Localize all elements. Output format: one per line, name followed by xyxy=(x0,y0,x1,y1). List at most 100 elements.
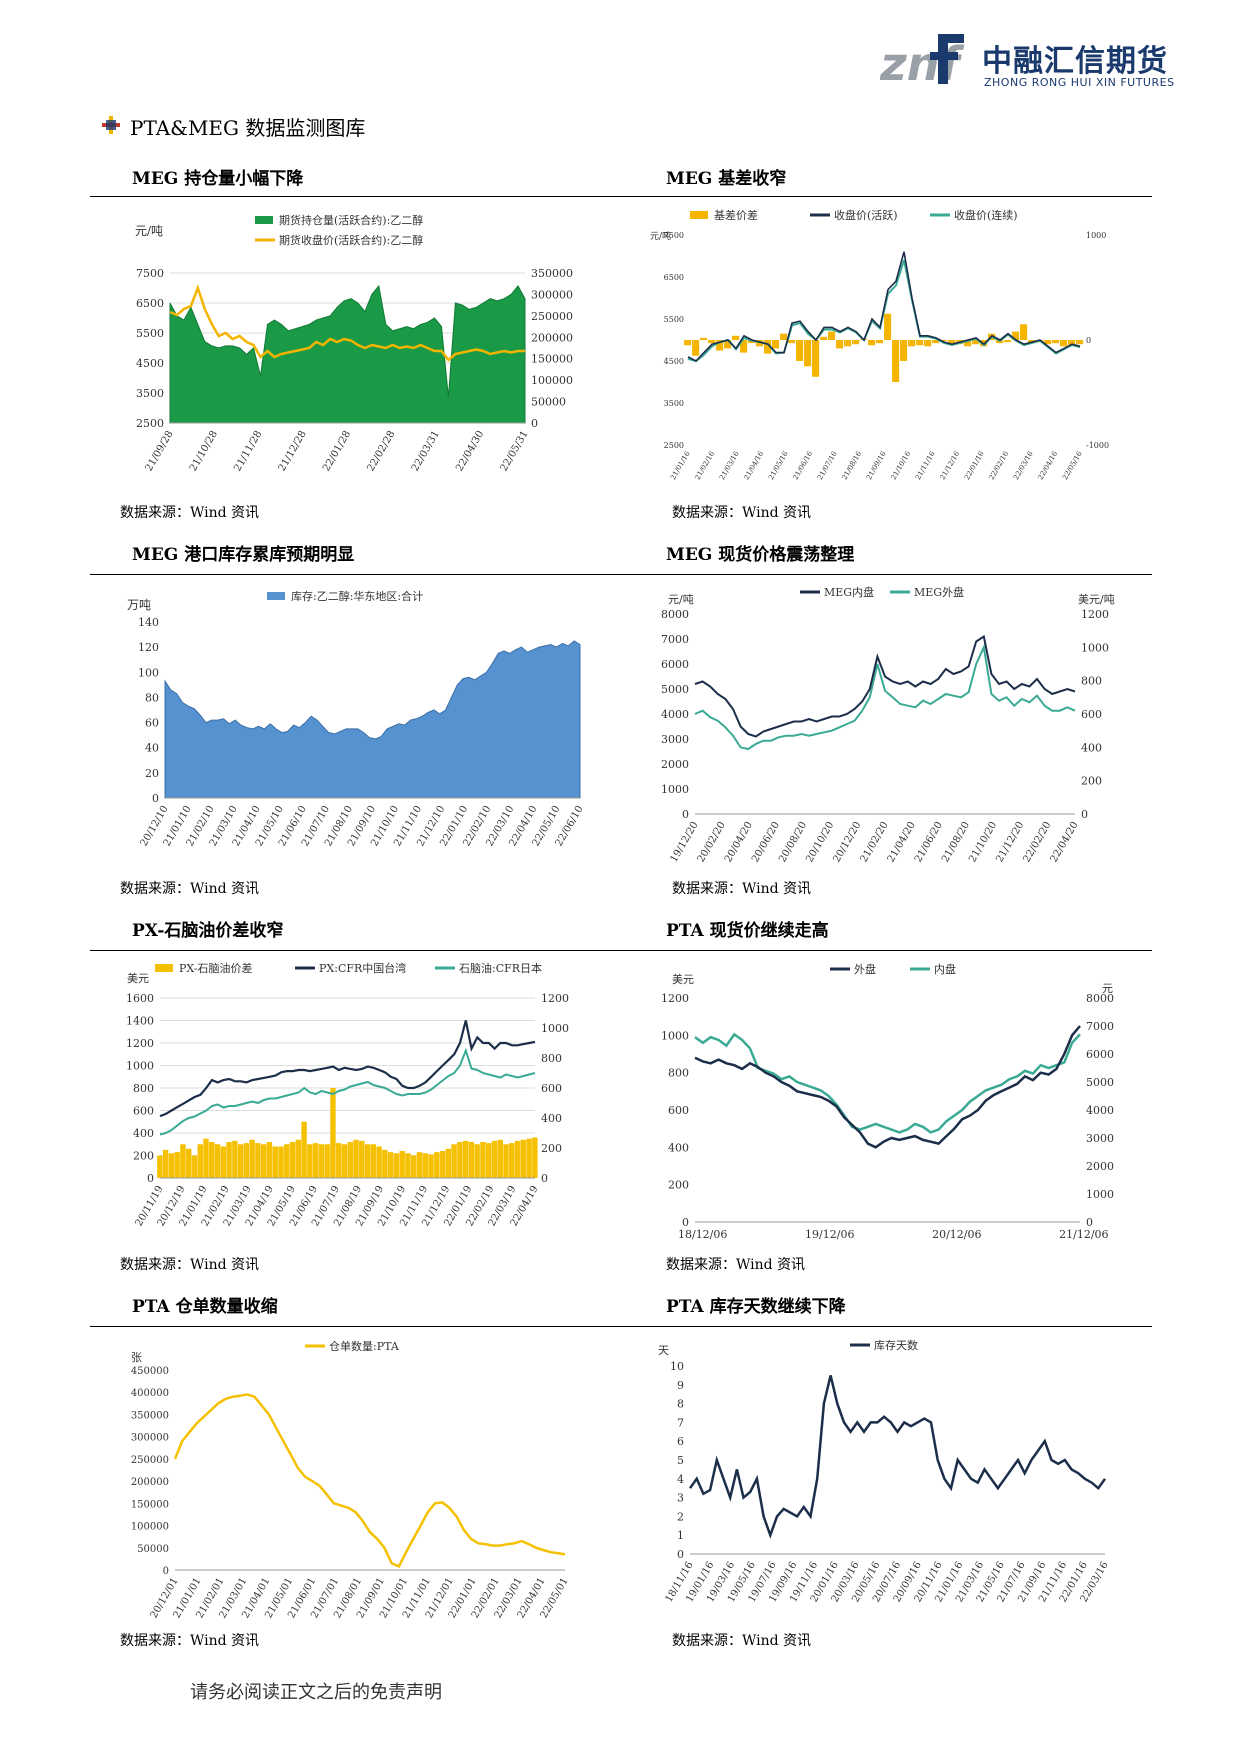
y2-tick-label: 400 xyxy=(541,1112,562,1125)
source-note: 数据来源：Wind 资讯 xyxy=(120,881,260,897)
y-axis-unit: 美元 xyxy=(672,973,694,986)
bar-basis xyxy=(764,340,772,354)
bar-basis xyxy=(1020,324,1028,340)
bar-spread xyxy=(509,1143,515,1178)
bar-spread xyxy=(462,1140,469,1178)
x-tick-label: 21/12/28 xyxy=(277,429,309,473)
bar-spread xyxy=(324,1144,330,1178)
divider xyxy=(90,196,1152,197)
bar-spread xyxy=(497,1139,503,1178)
y-tick-label: 150000 xyxy=(131,1499,169,1510)
y-tick-label: 5500 xyxy=(136,327,164,340)
bar-basis xyxy=(780,333,788,340)
bar-basis xyxy=(820,336,828,340)
x-tick-label: 21/01/16 xyxy=(669,450,692,482)
x-tick-label: 22/03/31 xyxy=(410,429,442,473)
legend-label: 收盘价(活跃) xyxy=(834,208,898,222)
bar-spread xyxy=(295,1139,302,1178)
bar-basis xyxy=(708,340,716,344)
divider xyxy=(90,574,1152,575)
bar-basis xyxy=(772,340,780,349)
y2-tick-label: 1000 xyxy=(1086,231,1106,240)
panel-title-pta-inventory-days: PTA 库存天数继续下降 xyxy=(666,1297,846,1317)
y-tick-label: 10 xyxy=(670,1360,684,1373)
y-tick-label: 2500 xyxy=(136,417,164,430)
chart-pta-spot-price: 美元元外盘 内盘 1200 1000 800 600 400 200 0 8000 7000 6000… xyxy=(650,958,1130,1248)
bar-spread xyxy=(214,1144,221,1178)
y-tick-label: 600 xyxy=(668,1104,689,1117)
bar-basis xyxy=(1060,340,1068,347)
y-tick-label: 20 xyxy=(145,767,159,780)
bar-spread xyxy=(341,1144,348,1178)
x-tick-label: 22/02/16 xyxy=(988,450,1011,482)
y-tick-label: 6500 xyxy=(136,297,164,310)
y-tick-label: 1400 xyxy=(126,1015,154,1028)
bar-spread xyxy=(278,1146,284,1178)
series-line-external xyxy=(694,643,1076,751)
bar-spread xyxy=(474,1144,480,1178)
bar-basis xyxy=(844,340,852,347)
chart-px-naphtha-spread: 美元 PX-石脑油价差 PX:CFR中国台湾 石脑油:CFR日本 1600 1400 120… xyxy=(115,958,595,1248)
legend-label: 库存天数 xyxy=(874,1338,918,1352)
source-note: 数据来源：Wind 资讯 xyxy=(666,1257,806,1273)
y-tick-label: 600 xyxy=(133,1105,154,1118)
y-tick-label: 7500 xyxy=(136,267,164,280)
y2-tick-label: 0 xyxy=(541,1172,548,1185)
y-tick-label: 200000 xyxy=(131,1477,169,1488)
series-line-close-price xyxy=(169,284,525,362)
bar-spread xyxy=(226,1142,232,1178)
bar-basis xyxy=(684,340,692,346)
y-tick-label: 1000 xyxy=(661,1029,689,1042)
footer-disclaimer: 请务必阅读正文之后的免责声明 xyxy=(190,1682,442,1703)
panel-title-meg-port-inventory: MEG 港口库存累库预期明显 xyxy=(132,545,355,565)
x-tick-label: 22/02/28 xyxy=(365,429,397,473)
legend-swatch xyxy=(690,211,708,219)
bar-basis xyxy=(868,340,876,346)
y-axis-unit: 元/吨 xyxy=(135,224,163,238)
y-tick-label: 7500 xyxy=(664,231,684,240)
y-tick-label: 120 xyxy=(138,641,159,654)
bar-basis xyxy=(884,313,892,340)
bar-spread xyxy=(232,1140,238,1178)
x-tick-label: 21/03/16 xyxy=(718,450,741,482)
legend-label: 库存:乙二醇:华东地区:合计 xyxy=(291,589,423,603)
bar-spread xyxy=(203,1138,209,1178)
x-tick-label: 21/05/16 xyxy=(767,450,790,482)
series-line-warrants xyxy=(173,1393,566,1569)
bar-spread xyxy=(520,1139,527,1178)
bar-spread xyxy=(526,1138,532,1178)
divider xyxy=(90,950,1152,951)
bar-spread xyxy=(422,1153,428,1178)
chart-pta-warrants: 张 仓单数量:PTA 450000 400000 350000 300000 250000 2… xyxy=(115,1334,595,1624)
panel-title-meg-basis: MEG 基差收窄 xyxy=(666,169,787,189)
y2-tick-label: 8000 xyxy=(1086,992,1114,1005)
source-note: 数据来源：Wind 资讯 xyxy=(120,1633,260,1649)
y-axis-unit: 美元 xyxy=(127,972,149,985)
panel-title-pta-spot-price: PTA 现货价继续走高 xyxy=(666,921,829,941)
bar-basis xyxy=(1076,340,1084,345)
section-bullet-icon xyxy=(102,116,120,134)
series-line-px xyxy=(159,1020,536,1118)
y2-tick-label: 800 xyxy=(541,1052,562,1065)
y2-tick-label: 2000 xyxy=(1086,1160,1114,1173)
x-tick-label: 21/12/06 xyxy=(1059,1228,1108,1241)
bar-spread xyxy=(249,1139,255,1178)
bar-spread xyxy=(272,1146,278,1178)
x-tick-label: 21/07/16 xyxy=(816,450,839,482)
legend-label: 石脑油:CFR日本 xyxy=(459,961,542,975)
y-tick-label: 100 xyxy=(138,666,159,679)
bar-spread xyxy=(261,1144,267,1178)
bar-spread xyxy=(336,1143,342,1178)
legend-label: 内盘 xyxy=(934,962,956,976)
y-tick-label: 5000 xyxy=(661,683,689,696)
y-tick-label: 800 xyxy=(668,1067,689,1080)
bar-basis xyxy=(788,340,796,344)
chart-meg-spot-price: 元/吨 美元/吨 MEG内盘 MEG外盘 8000 7000 6000 5000 4000 300… xyxy=(650,582,1130,872)
y-tick-label: 100000 xyxy=(131,1522,169,1533)
x-tick-label: 22/05/16 xyxy=(1061,450,1084,482)
divider xyxy=(90,1326,1152,1327)
bar-spread xyxy=(255,1143,261,1178)
bar-basis xyxy=(804,340,812,367)
bar-basis xyxy=(732,335,740,340)
y-tick-label: 6 xyxy=(677,1435,684,1448)
